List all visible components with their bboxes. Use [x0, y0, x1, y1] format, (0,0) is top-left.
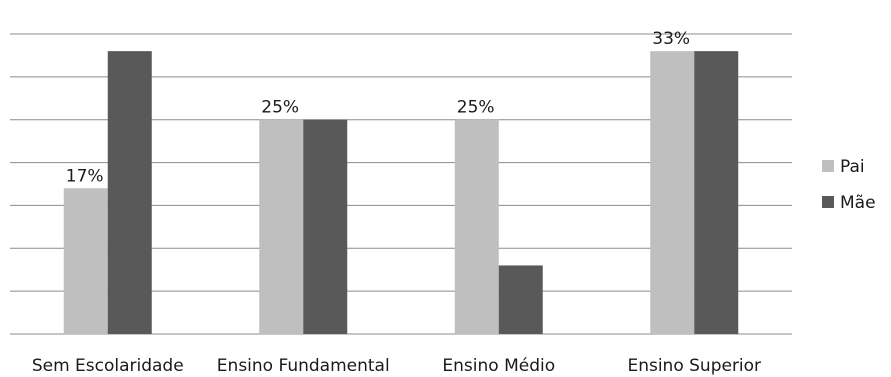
- category-axis: Sem Escolaridade Ensino Fundamental Ensino…: [32, 356, 761, 376]
- legend-swatch: [822, 196, 834, 208]
- bar-m-e-2: [303, 119, 348, 334]
- legend-label: Pai: [840, 157, 865, 177]
- bar-m-e-1: [107, 51, 152, 335]
- category-label: Ensino Médio: [442, 356, 555, 376]
- category-label: Ensino Fundamental: [217, 356, 390, 376]
- bars: [63, 51, 739, 335]
- data-label: 25%: [457, 98, 495, 118]
- bar-m-e-4: [694, 51, 739, 335]
- data-label: 33%: [652, 29, 690, 49]
- bar-pai-2: [259, 119, 304, 334]
- category-label: Ensino Superior: [627, 356, 761, 376]
- data-label: 17%: [66, 166, 104, 186]
- legend-label: Mãe: [840, 193, 876, 213]
- bar-pai-1: [63, 188, 108, 334]
- data-labels: 17% 25% 25% 33%: [66, 29, 690, 186]
- bar-pai-4: [650, 51, 695, 335]
- bar-pai-3: [454, 119, 499, 334]
- legend-swatch: [822, 160, 834, 172]
- legend: Pai Mãe: [822, 157, 876, 213]
- category-label: Sem Escolaridade: [32, 356, 184, 376]
- data-label: 25%: [261, 98, 299, 118]
- bar-m-e-3: [498, 265, 543, 334]
